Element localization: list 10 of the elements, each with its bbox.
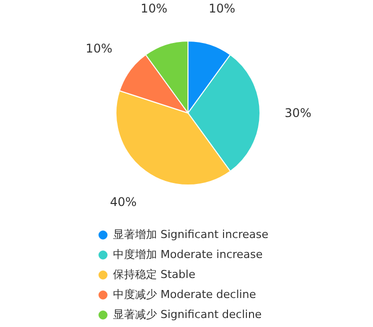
legend-label: 中度增加 Moderate increase — [113, 248, 263, 261]
legend-label: 显著减少 Significant decline — [113, 308, 262, 321]
legend-label: 中度减少 Moderate decline — [113, 288, 256, 301]
data-label: 10% — [208, 1, 236, 16]
legend-label: 保持稳定 Stable — [113, 268, 196, 281]
data-label: 30% — [284, 106, 312, 120]
data-label: 10% — [86, 41, 112, 56]
data-label: 10% — [140, 1, 168, 16]
legend-label: 显著增加 Significant increase — [113, 228, 269, 241]
data-label: 40% — [110, 194, 137, 209]
